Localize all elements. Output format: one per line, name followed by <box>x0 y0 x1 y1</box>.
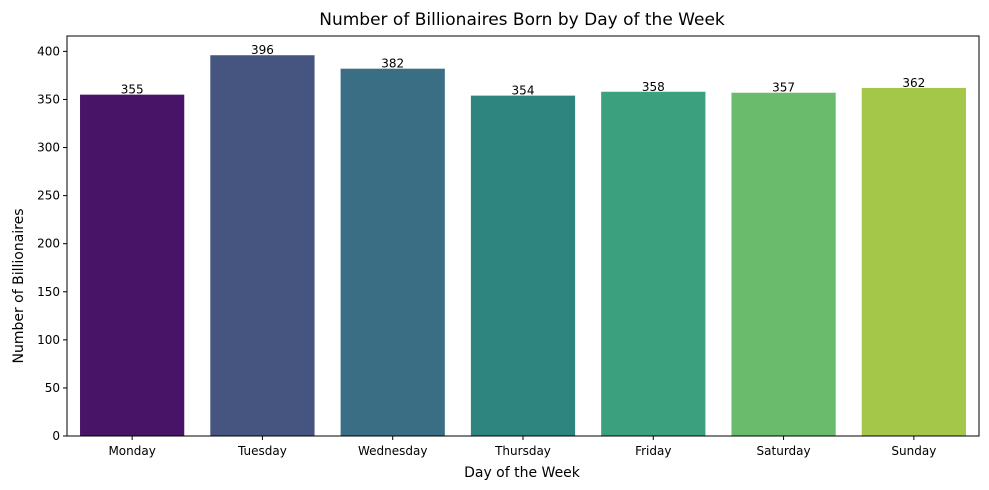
y-axis-ticks: 0 50 100 150 200 250 300 350 400 <box>37 44 67 443</box>
y-tick-label-100: 100 <box>37 333 60 347</box>
y-tick-label-250: 250 <box>37 189 60 203</box>
plot-area-frame <box>66 35 980 437</box>
y-tick-label-300: 300 <box>37 141 60 155</box>
y-tick-label-400: 400 <box>37 44 60 58</box>
data-label-saturday: 357 <box>772 81 795 95</box>
y-tick-label-200: 200 <box>37 237 60 251</box>
x-axis-label: Day of the Week <box>464 465 581 481</box>
chart-title: Number of Billionaires Born by Day of th… <box>319 10 725 30</box>
bar-sunday <box>861 87 966 436</box>
y-tick-label-50: 50 <box>45 381 60 395</box>
y-tick-label-350: 350 <box>37 92 60 106</box>
bar-thursday <box>470 95 576 436</box>
x-tick-label-wednesday: Wednesday <box>358 444 427 458</box>
x-tick-label-saturday: Saturday <box>757 444 811 458</box>
y-tick-label-150: 150 <box>37 285 60 299</box>
bar-tuesday <box>210 55 315 436</box>
bar-saturday <box>731 92 836 436</box>
bar-monday <box>80 94 185 437</box>
data-label-thursday: 354 <box>512 84 535 98</box>
bar-wednesday <box>340 68 445 436</box>
x-axis-ticks: Monday Tuesday Wednesday Thursday Friday Satu… <box>108 436 936 458</box>
data-label-friday: 358 <box>642 80 665 94</box>
bar-friday <box>601 91 706 437</box>
x-tick-label-thursday: Thursday <box>494 444 551 458</box>
data-label-tuesday: 396 <box>251 43 274 57</box>
bars-group <box>80 55 966 437</box>
x-tick-label-friday: Friday <box>635 444 671 458</box>
x-tick-label-monday: Monday <box>108 444 155 458</box>
data-labels-group: 355 396 382 354 358 357 362 <box>121 43 926 97</box>
data-label-wednesday: 382 <box>381 57 404 71</box>
data-label-monday: 355 <box>121 83 144 97</box>
y-axis-label: Number of Billionaires <box>11 208 27 363</box>
data-label-sunday: 362 <box>902 76 925 90</box>
y-tick-label-0: 0 <box>52 429 60 443</box>
x-tick-label-tuesday: Tuesday <box>237 444 287 458</box>
x-tick-label-sunday: Sunday <box>891 444 936 458</box>
